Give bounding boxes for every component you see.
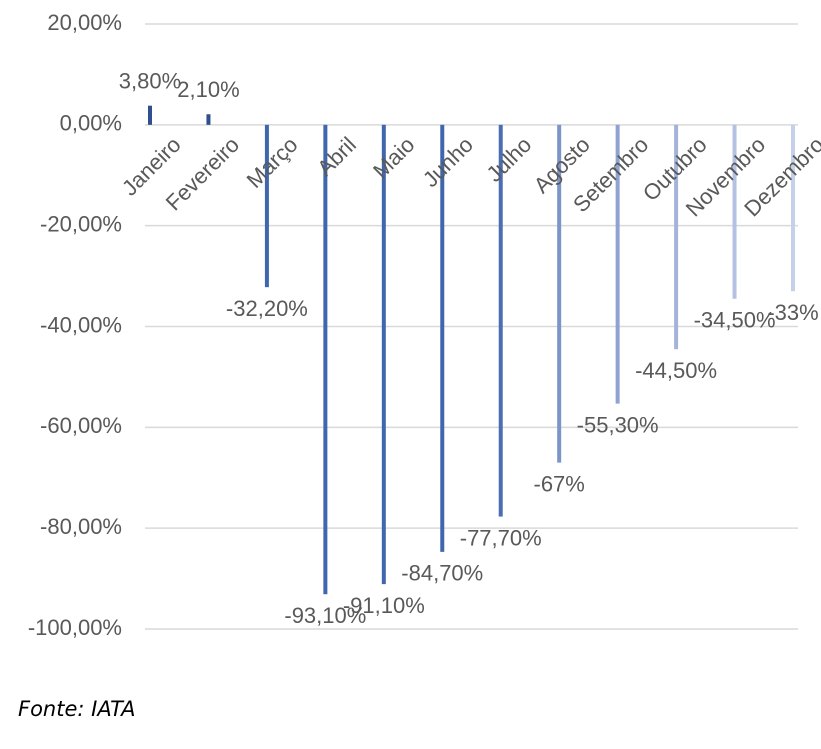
- bar: [264, 124, 269, 288]
- value-label: -44,50%: [635, 358, 717, 383]
- value-label: -67%: [534, 471, 585, 496]
- y-tick-label: -100,00%: [28, 615, 122, 640]
- value-label: -34,50%: [694, 308, 776, 333]
- bar: [148, 105, 152, 125]
- x-tick-label: Junho: [418, 132, 478, 192]
- bar: [674, 124, 679, 350]
- bar: [732, 124, 737, 299]
- bar: [323, 124, 328, 595]
- value-label: -33%: [767, 300, 818, 325]
- value-label: -77,70%: [460, 525, 542, 550]
- bar: [557, 124, 562, 463]
- bar: [206, 114, 211, 125]
- y-tick-label: -40,00%: [40, 312, 122, 337]
- value-label: -84,70%: [401, 561, 483, 586]
- y-tick-label: -80,00%: [40, 514, 122, 539]
- value-label: -55,30%: [577, 412, 659, 437]
- x-tick-label: Março: [242, 132, 303, 193]
- x-tick-label: Abril: [312, 132, 361, 181]
- value-label: 3,80%: [119, 68, 181, 93]
- value-label: -93,10%: [284, 603, 366, 628]
- y-tick-label: 20,00%: [47, 10, 122, 35]
- x-tick-label: Julho: [482, 132, 537, 187]
- x-tick-label: Maio: [368, 132, 419, 183]
- value-label: -91,10%: [343, 593, 425, 618]
- value-label: 2,10%: [177, 77, 239, 102]
- bar: [498, 124, 503, 517]
- value-label: -32,20%: [226, 296, 308, 321]
- bar: [791, 124, 795, 292]
- y-tick-label: -20,00%: [40, 211, 122, 236]
- y-tick-label: -60,00%: [40, 413, 122, 438]
- bar: [615, 124, 620, 404]
- bar: [440, 124, 445, 552]
- bar: [381, 124, 386, 585]
- source-note: Fonte: IATA: [18, 697, 135, 721]
- y-tick-label: 0,00%: [60, 111, 122, 136]
